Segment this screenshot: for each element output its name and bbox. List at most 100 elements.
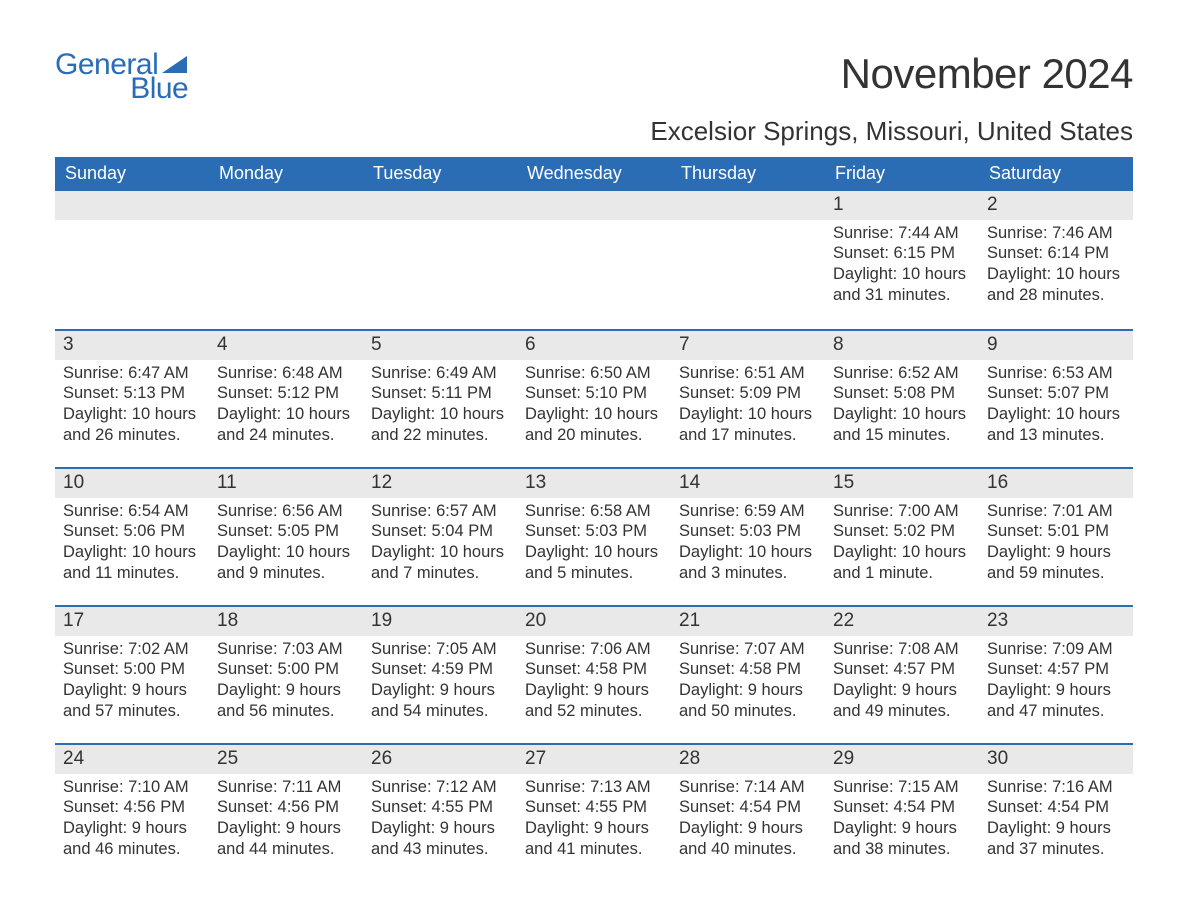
daylight-line: Daylight: 10 hours and 15 minutes. [833,404,973,445]
day-details: Sunrise: 7:00 AMSunset: 5:02 PMDaylight:… [825,501,979,584]
daylight-line: Daylight: 9 hours and 56 minutes. [217,680,357,721]
sunset-line: Sunset: 5:01 PM [987,521,1127,542]
sunrise-line: Sunrise: 7:01 AM [987,501,1127,522]
day-number: 15 [825,469,979,498]
sunset-line: Sunset: 4:55 PM [525,797,665,818]
day-details: Sunrise: 7:03 AMSunset: 5:00 PMDaylight:… [209,639,363,722]
day-number: 16 [979,469,1133,498]
day-cell: 8Sunrise: 6:52 AMSunset: 5:08 PMDaylight… [825,331,979,467]
daylight-line: Daylight: 10 hours and 9 minutes. [217,542,357,583]
day-cell [517,191,671,329]
sunset-line: Sunset: 6:15 PM [833,243,973,264]
day-number: 17 [55,607,209,636]
sunrise-line: Sunrise: 6:59 AM [679,501,819,522]
day-details: Sunrise: 6:56 AMSunset: 5:05 PMDaylight:… [209,501,363,584]
day-number: 10 [55,469,209,498]
day-details: Sunrise: 7:07 AMSunset: 4:58 PMDaylight:… [671,639,825,722]
daylight-line: Daylight: 9 hours and 47 minutes. [987,680,1127,721]
sunrise-line: Sunrise: 7:02 AM [63,639,203,660]
location-label: Excelsior Springs, Missouri, United Stat… [55,116,1133,147]
day-number: 12 [363,469,517,498]
daylight-line: Daylight: 9 hours and 37 minutes. [987,818,1127,859]
day-details: Sunrise: 7:09 AMSunset: 4:57 PMDaylight:… [979,639,1133,722]
day-number: 5 [363,331,517,360]
day-cell [671,191,825,329]
day-number: 28 [671,745,825,774]
day-details: Sunrise: 7:12 AMSunset: 4:55 PMDaylight:… [363,777,517,860]
day-details: Sunrise: 7:06 AMSunset: 4:58 PMDaylight:… [517,639,671,722]
day-number: 25 [209,745,363,774]
sunrise-line: Sunrise: 7:05 AM [371,639,511,660]
month-title: November 2024 [841,50,1133,98]
day-number: 24 [55,745,209,774]
weekday-header-cell: Thursday [671,157,825,191]
daylight-line: Daylight: 9 hours and 49 minutes. [833,680,973,721]
sunrise-line: Sunrise: 7:12 AM [371,777,511,798]
day-number: 23 [979,607,1133,636]
day-cell: 15 Sunrise: 7:00 AMSunset: 5:02 PMDayligh… [825,469,979,605]
day-cell: 22Sunrise: 7:08 AMSunset: 4:57 PMDayligh… [825,607,979,743]
week-row: 10Sunrise: 6:54 AMSunset: 5:06 PMDayligh… [55,467,1133,605]
sunrise-line: Sunrise: 7:14 AM [679,777,819,798]
sunset-line: Sunset: 4:55 PM [371,797,511,818]
day-number: 20 [517,607,671,636]
sunset-line: Sunset: 4:59 PM [371,659,511,680]
daylight-line: Daylight: 10 hours and 1 minute. [833,542,973,583]
day-number: 30 [979,745,1133,774]
daylight-line: Daylight: 10 hours and 24 minutes. [217,404,357,445]
sunset-line: Sunset: 5:09 PM [679,383,819,404]
day-cell: 20 Sunrise: 7:06 AMSunset: 4:58 PMDayligh… [517,607,671,743]
day-number: 26 [363,745,517,774]
sunset-line: Sunset: 5:00 PM [63,659,203,680]
day-cell: 18Sunrise: 7:03 AMSunset: 5:00 PMDayligh… [209,607,363,743]
day-number: 27 [517,745,671,774]
day-cell: 30Sunrise: 7:16 AMSunset: 4:54 PMDayligh… [979,745,1133,881]
day-cell: 29 Sunrise: 7:15 AMSunset: 4:54 PMDayligh… [825,745,979,881]
page-header: General Blue November 2024 [55,50,1133,104]
sunrise-line: Sunrise: 6:57 AM [371,501,511,522]
sunrise-line: Sunrise: 6:53 AM [987,363,1127,384]
sunrise-line: Sunrise: 6:50 AM [525,363,665,384]
day-cell: 26 Sunrise: 7:12 AMSunset: 4:55 PMDayligh… [363,745,517,881]
day-cell: 16Sunrise: 7:01 AMSunset: 5:01 PMDayligh… [979,469,1133,605]
sunrise-line: Sunrise: 7:03 AM [217,639,357,660]
weekday-header-cell: Monday [209,157,363,191]
daylight-line: Daylight: 10 hours and 31 minutes. [833,264,973,305]
daylight-line: Daylight: 10 hours and 22 minutes. [371,404,511,445]
day-details: Sunrise: 7:15 AMSunset: 4:54 PMDaylight:… [825,777,979,860]
sunset-line: Sunset: 4:56 PM [217,797,357,818]
day-number: 2 [979,191,1133,220]
sunset-line: Sunset: 4:58 PM [679,659,819,680]
sunset-line: Sunset: 5:00 PM [217,659,357,680]
day-details: Sunrise: 6:57 AMSunset: 5:04 PMDaylight:… [363,501,517,584]
daylight-line: Daylight: 9 hours and 54 minutes. [371,680,511,721]
day-details: Sunrise: 7:05 AMSunset: 4:59 PMDaylight:… [363,639,517,722]
sunrise-line: Sunrise: 7:15 AM [833,777,973,798]
day-number: 3 [55,331,209,360]
day-number: 14 [671,469,825,498]
sunrise-line: Sunrise: 7:09 AM [987,639,1127,660]
sunrise-line: Sunrise: 7:13 AM [525,777,665,798]
day-number [363,191,517,220]
day-cell: 2 Sunrise: 7:46 AMSunset: 6:14 PMDaylight… [979,191,1133,329]
day-number: 22 [825,607,979,636]
sunset-line: Sunset: 5:02 PM [833,521,973,542]
day-details: Sunrise: 6:58 AMSunset: 5:03 PMDaylight:… [517,501,671,584]
daylight-line: Daylight: 10 hours and 13 minutes. [987,404,1127,445]
daylight-line: Daylight: 10 hours and 17 minutes. [679,404,819,445]
sunrise-line: Sunrise: 7:06 AM [525,639,665,660]
sunrise-line: Sunrise: 6:47 AM [63,363,203,384]
day-details: Sunrise: 6:50 AMSunset: 5:10 PMDaylight:… [517,363,671,446]
sunrise-line: Sunrise: 6:52 AM [833,363,973,384]
calendar: SundayMondayTuesdayWednesdayThursdayFrid… [55,157,1133,881]
sunset-line: Sunset: 5:04 PM [371,521,511,542]
day-number: 13 [517,469,671,498]
daylight-line: Daylight: 10 hours and 7 minutes. [371,542,511,583]
day-number: 29 [825,745,979,774]
day-cell: 5Sunrise: 6:49 AMSunset: 5:11 PMDaylight… [363,331,517,467]
day-cell: 17Sunrise: 7:02 AMSunset: 5:00 PMDayligh… [55,607,209,743]
day-cell: 7Sunrise: 6:51 AMSunset: 5:09 PMDaylight… [671,331,825,467]
weekday-header-cell: Saturday [979,157,1133,191]
day-details: Sunrise: 7:46 AMSunset: 6:14 PMDaylight:… [979,223,1133,306]
day-details: Sunrise: 6:48 AMSunset: 5:12 PMDaylight:… [209,363,363,446]
